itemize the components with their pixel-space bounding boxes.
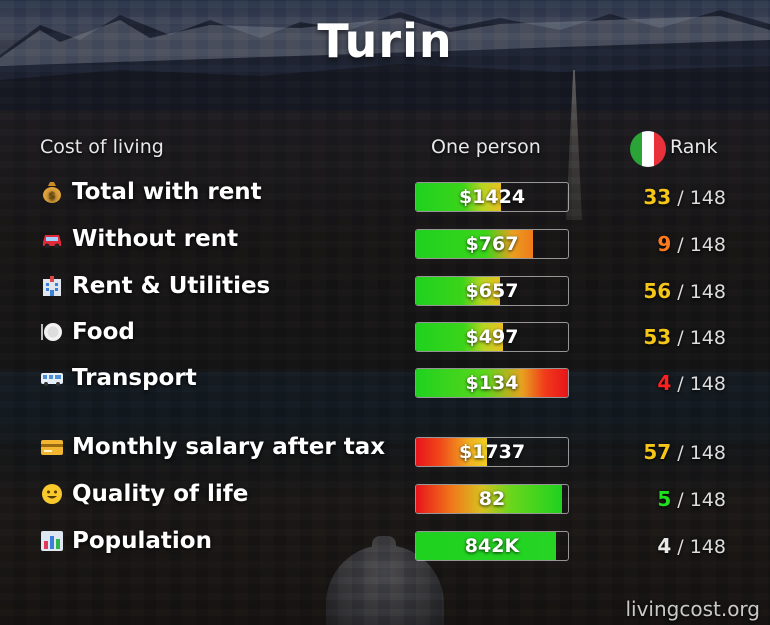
row-label-text: Without rent: [72, 226, 239, 252]
rank-number: 33: [643, 185, 672, 209]
row-label-text: Monthly salary after tax: [72, 434, 386, 460]
rank-value: 4 / 148: [600, 371, 726, 395]
value-bar-text: $497: [465, 326, 519, 348]
header-rank: Rank: [670, 136, 718, 158]
value-bar: $134: [415, 368, 569, 398]
value-bar: 82: [415, 484, 569, 514]
value-bar-fill: [416, 277, 500, 305]
row-label-text: Rent & Utilities: [72, 273, 271, 299]
river-po: [0, 372, 770, 444]
credit-card-icon: [40, 435, 64, 459]
value-bar-fill: [416, 369, 568, 397]
italy-flag-icon: [630, 131, 666, 167]
building-icon: [40, 274, 64, 298]
row-label: Transport: [40, 365, 197, 391]
rank-value: 9 / 148: [600, 232, 726, 256]
value-bar-text: $767: [465, 233, 519, 255]
bus-icon: [40, 366, 64, 390]
value-bar-fill: [416, 438, 488, 466]
value-bar-fill: [416, 230, 534, 258]
rank-value: 56 / 148: [600, 279, 726, 303]
row-label: Population: [40, 528, 212, 554]
row-label: Rent & Utilities: [40, 273, 270, 299]
value-bar-fill: [416, 485, 562, 513]
value-bar: $767: [415, 229, 569, 259]
rank-total: / 148: [677, 281, 726, 303]
rank-total: / 148: [677, 442, 726, 464]
bar-chart-icon: [40, 529, 64, 553]
rank-value: 5 / 148: [600, 487, 726, 511]
value-bar-fill: [416, 183, 502, 211]
header-one-person: One person: [431, 136, 541, 158]
rank-total: / 148: [677, 536, 726, 558]
value-bar-text: 82: [478, 488, 506, 510]
watermark: livingcost.org: [625, 597, 760, 621]
rank-number: 5: [657, 487, 672, 511]
car-icon: [40, 227, 64, 251]
rank-total: / 148: [677, 327, 726, 349]
rank-number: 9: [657, 232, 672, 256]
header-cost-of-living: Cost of living: [40, 136, 164, 158]
rank-value: 33 / 148: [600, 185, 726, 209]
rank-number: 4: [657, 371, 672, 395]
row-label-text: Quality of life: [72, 481, 249, 507]
city-title: Turin: [317, 14, 453, 68]
rank-number: 53: [643, 325, 672, 349]
row-label: Without rent: [40, 226, 238, 252]
row-label-text: Transport: [72, 365, 197, 391]
rank-number: 4: [657, 534, 672, 558]
rank-number: 57: [643, 440, 672, 464]
row-label: Food: [40, 319, 135, 345]
value-bar: $1424: [415, 182, 569, 212]
alps-mountains: [0, 10, 770, 110]
value-bar: $657: [415, 276, 569, 306]
row-label: $ Total with rent: [40, 179, 262, 205]
value-bar-text: $1737: [458, 441, 526, 463]
value-bar-text: 842K: [464, 535, 520, 557]
row-label-text: Population: [72, 528, 212, 554]
value-bar-fill: [416, 532, 556, 560]
plate-icon: [40, 320, 64, 344]
money-bag-icon: $: [40, 180, 64, 204]
value-bar-text: $657: [465, 280, 519, 302]
value-bar-text: $1424: [458, 186, 526, 208]
value-bar-text: $134: [465, 372, 519, 394]
rank-total: / 148: [677, 489, 726, 511]
row-label: Quality of life: [40, 481, 248, 507]
svg-text:$: $: [48, 189, 56, 202]
rank-total: / 148: [677, 373, 726, 395]
rank-value: 57 / 148: [600, 440, 726, 464]
row-label-text: Food: [72, 319, 135, 345]
value-bar-fill: [416, 323, 503, 351]
value-bar: $497: [415, 322, 569, 352]
value-bar: $1737: [415, 437, 569, 467]
rank-value: 4 / 148: [600, 534, 726, 558]
value-bar: 842K: [415, 531, 569, 561]
row-label: Monthly salary after tax: [40, 434, 385, 460]
smiley-icon: [40, 482, 64, 506]
rank-value: 53 / 148: [600, 325, 726, 349]
rank-number: 56: [643, 279, 672, 303]
rank-total: / 148: [677, 234, 726, 256]
rank-total: / 148: [677, 187, 726, 209]
row-label-text: Total with rent: [72, 179, 262, 205]
